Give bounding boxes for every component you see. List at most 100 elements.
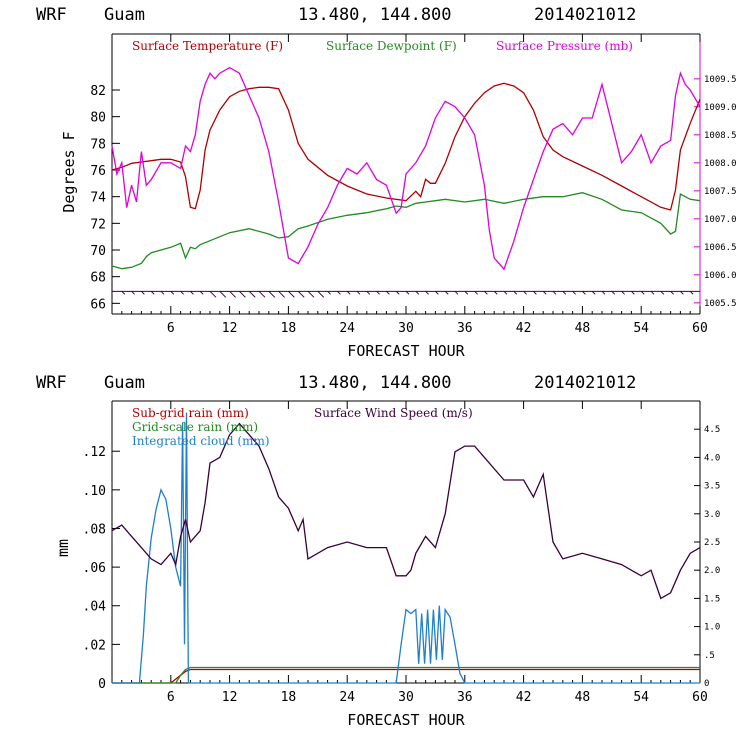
bottom-header-coords: 13.480, 144.800 — [298, 373, 452, 393]
wind-barb — [317, 290, 325, 298]
top-ytick-label: 82 — [90, 84, 106, 99]
wind-barb — [307, 290, 315, 298]
bottom-xlabel: FORECAST HOUR — [347, 711, 465, 729]
bottom-xtick-label: 12 — [222, 690, 238, 705]
top-ytick-label: 70 — [90, 244, 106, 259]
bottom-xtick-label: 30 — [398, 690, 414, 705]
bottom-y2tick-label: 2.0 — [704, 566, 720, 576]
top-y2tick-label: 1009.5 — [704, 75, 737, 85]
top-header-init: 2014021012 — [534, 5, 636, 25]
bottom-header: WRF Guam 13.480, 144.800 2014021012 — [36, 373, 636, 393]
top-y2tick-label: 1007.0 — [704, 215, 737, 225]
wind-barb — [484, 290, 488, 295]
wind-barb — [209, 290, 217, 298]
wind-barb — [268, 290, 276, 298]
wind-barb — [150, 290, 155, 295]
bottom-y2tick-label: 0 — [704, 679, 709, 689]
top-xtick-label: 36 — [457, 321, 473, 336]
top-y2tick-label: 1005.5 — [704, 299, 737, 309]
wind-barb — [376, 290, 380, 295]
top-xtick-label: 30 — [398, 321, 414, 336]
top-legend: Surface Temperature (F) Surface Dewpoint… — [132, 39, 633, 53]
wind-barb — [346, 290, 351, 295]
bottom-ylabel: mm — [54, 539, 72, 557]
wind-barb — [435, 290, 439, 295]
wind-speed-line — [111, 422, 701, 600]
top-ytick-label: 80 — [90, 111, 106, 126]
legend-pressure: Surface Pressure (mb) — [496, 39, 633, 53]
top-header: WRF Guam 13.480, 144.800 2014021012 — [36, 5, 636, 25]
top-xtick-label: 18 — [281, 321, 297, 336]
top-header-model: WRF — [36, 5, 67, 25]
bottom-ytick-label: .12 — [83, 445, 106, 460]
wind-barb — [513, 290, 518, 295]
bottom-ytick-label: .06 — [83, 561, 106, 576]
wind-barb — [199, 290, 204, 295]
pressure-line — [111, 66, 701, 271]
top-y2tick-label: 1008.5 — [704, 131, 737, 141]
bottom-xtick-label: 60 — [692, 690, 708, 705]
wind-barb — [239, 290, 246, 298]
wind-barb — [425, 290, 429, 295]
wind-barb — [386, 290, 390, 295]
wind-barb — [542, 290, 547, 295]
wind-barb — [601, 290, 606, 295]
wind-barb — [611, 290, 616, 295]
temperature-panel: 6 12 18 24 30 36 42 48 54 60 66 68 70 72 74 76 78 80 82 100… — [90, 33, 737, 336]
bottom-y2tick-label: 1.0 — [704, 623, 720, 633]
wind-barb — [680, 290, 684, 295]
top-ytick-label: 76 — [90, 164, 106, 179]
wind-barb — [337, 290, 341, 295]
wind-barb — [190, 290, 194, 295]
bottom-y2tick-label: 1.5 — [704, 594, 720, 604]
bottom-ytick-label: .08 — [83, 522, 106, 537]
top-xtick-label: 6 — [167, 321, 175, 336]
wind-barb — [670, 290, 674, 295]
wind-barb — [288, 290, 295, 298]
top-y2tick-label: 1009.0 — [704, 103, 737, 113]
wind-barb — [278, 290, 285, 298]
bottom-y2tick-label: 4.0 — [704, 453, 720, 463]
top-xtick-label: 48 — [575, 321, 591, 336]
wind-barb — [493, 290, 498, 295]
bottom-xtick-label: 48 — [575, 690, 591, 705]
top-y2tick-label: 1006.0 — [704, 271, 737, 281]
wind-barb — [170, 290, 175, 295]
wind-barb — [533, 290, 537, 295]
top-xtick-label: 54 — [633, 321, 649, 336]
bottom-xtick-label: 6 — [167, 690, 175, 705]
wind-barb — [258, 290, 266, 298]
wind-barb — [562, 290, 567, 295]
wind-barb — [366, 290, 371, 295]
bottom-xtick-label: 18 — [281, 690, 297, 705]
wind-barb — [631, 290, 635, 295]
integrated-cloud-line — [112, 412, 700, 684]
bottom-ytick-label: 0 — [98, 677, 106, 692]
top-y2tick-label: 1008.0 — [704, 159, 737, 169]
top-header-coords: 13.480, 144.800 — [298, 5, 452, 25]
bottom-xtick-label: 36 — [457, 690, 473, 705]
wind-barb — [395, 290, 400, 295]
bottom-y2tick-label: 4.5 — [704, 425, 720, 435]
wind-barb — [572, 290, 576, 295]
legend-gridscale-rain: Grid-scale rain (mm) — [132, 420, 258, 434]
wind-barb — [356, 290, 361, 295]
wind-barb — [464, 290, 469, 295]
wind-barb — [689, 290, 694, 295]
legend-subgrid-rain: Sub-grid rain (mm) — [132, 406, 249, 420]
dewpoint-line — [111, 192, 701, 270]
wind-barb — [219, 290, 227, 298]
wind-barb — [474, 290, 478, 295]
wind-barb — [660, 290, 665, 295]
wind-barb — [650, 290, 655, 295]
wind-barb — [503, 290, 508, 295]
wind-barb — [552, 290, 557, 295]
wind-barb — [160, 290, 165, 295]
bottom-ytick-label: .04 — [83, 600, 107, 615]
wind-barb — [327, 290, 331, 295]
wind-barb — [405, 290, 410, 295]
bottom-y2tick-label: 3.5 — [704, 482, 720, 492]
bottom-ytick-label: .10 — [83, 484, 106, 499]
wind-barb — [180, 290, 184, 295]
